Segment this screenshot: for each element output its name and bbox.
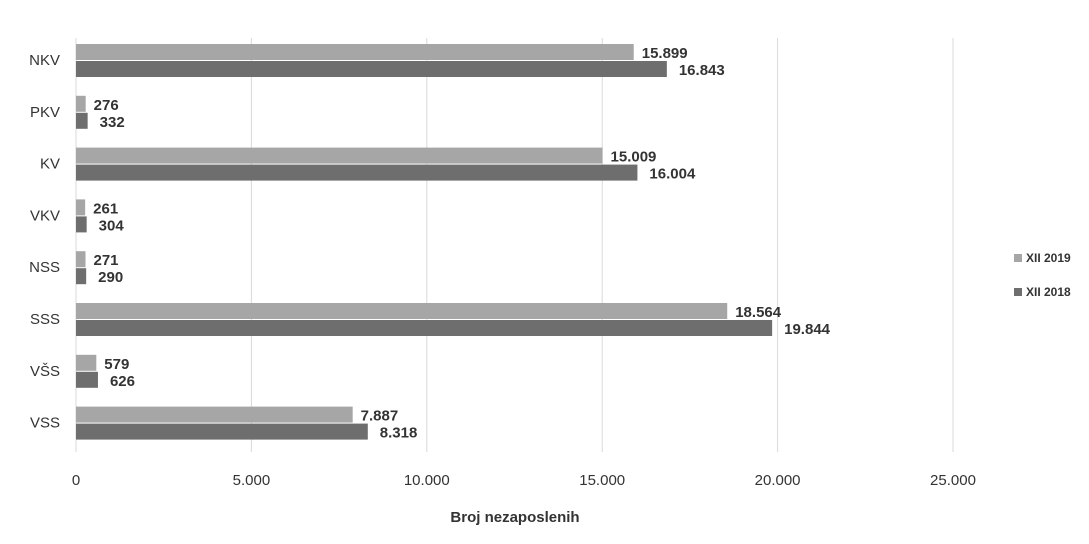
x-axis-title: Broj nezaposlenih — [450, 509, 579, 526]
x-tick-label: 10.000 — [404, 472, 450, 489]
bar-xii-2019 — [76, 251, 86, 268]
x-tick-label: 25.000 — [930, 472, 976, 489]
bar-xii-2019 — [76, 147, 603, 164]
bars — [76, 44, 773, 440]
data-label: 579 — [104, 356, 129, 373]
x-tick-label: 20.000 — [755, 472, 801, 489]
bar-xii-2018 — [76, 112, 88, 129]
legend-label: XII 2019 — [1026, 251, 1071, 265]
category-label: NKV — [29, 52, 60, 69]
data-label: 304 — [99, 217, 125, 234]
data-label: 16.843 — [679, 62, 725, 79]
bar-xii-2019 — [76, 95, 86, 112]
bar-xii-2018 — [76, 320, 773, 336]
data-label: 332 — [100, 114, 125, 131]
category-label: VKV — [30, 207, 60, 224]
x-tick-label: 15.000 — [579, 472, 625, 489]
bar-xii-2019 — [76, 303, 728, 319]
bar-xii-2019 — [76, 44, 634, 60]
bar-xii-2018 — [76, 216, 87, 233]
data-label: 290 — [98, 269, 123, 286]
data-label: 15.009 — [611, 149, 657, 166]
data-label: 626 — [110, 373, 135, 390]
data-label: 19.844 — [784, 321, 831, 338]
data-label: 15.899 — [642, 45, 688, 62]
data-label: 16.004 — [649, 166, 696, 183]
category-label: PKV — [30, 104, 60, 121]
legend-swatch — [1014, 288, 1022, 296]
bar-xii-2018 — [76, 164, 638, 181]
category-label: NSS — [29, 259, 60, 276]
data-label: 261 — [93, 200, 118, 217]
category-label: SSS — [30, 311, 60, 328]
gridlines — [75, 38, 954, 452]
data-label: 7.887 — [361, 408, 399, 425]
data-label: 8.318 — [380, 425, 418, 442]
bar-xii-2019 — [76, 406, 353, 423]
bar-xii-2018 — [76, 423, 368, 440]
legend-label: XII 2018 — [1026, 285, 1071, 299]
x-tick-label: 0 — [72, 472, 80, 489]
category-label: VŠS — [30, 363, 60, 380]
category-label: KV — [40, 156, 60, 173]
bar-xii-2018 — [76, 371, 98, 388]
legend-swatch — [1014, 254, 1022, 262]
data-label: 276 — [94, 97, 119, 114]
category-label: VSS — [30, 415, 60, 432]
legend: XII 2019 XII 2018 — [1014, 251, 1071, 299]
data-label: 18.564 — [735, 304, 782, 321]
bar-xii-2018 — [76, 61, 667, 77]
bar-xii-2019 — [76, 199, 86, 216]
bar-xii-2018 — [76, 268, 87, 285]
axis-ticks: 0 5.000 10.000 15.000 20.000 25.000 NKV PKV KV VK… — [29, 52, 976, 489]
data-label: 271 — [94, 252, 119, 269]
bar-xii-2019 — [76, 354, 97, 371]
x-tick-label: 5.000 — [233, 472, 271, 489]
